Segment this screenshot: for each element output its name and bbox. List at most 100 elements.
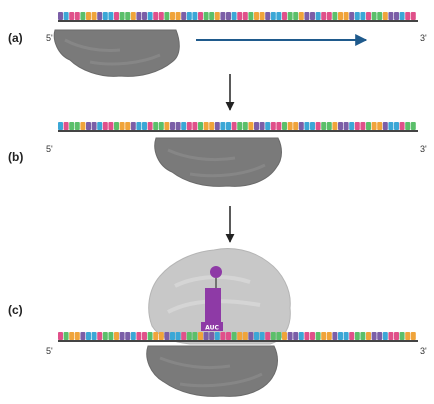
nucleotide <box>231 332 237 340</box>
five-prime-label-b: 5' <box>46 144 53 154</box>
nucleotide <box>349 12 355 20</box>
nucleotide <box>192 332 198 340</box>
trna-body <box>205 288 221 322</box>
nucleotide <box>74 12 80 20</box>
five-prime-label-a: 5' <box>46 33 53 43</box>
nucleotide <box>226 122 231 130</box>
nucleotide <box>114 12 119 20</box>
nucleotide <box>63 122 69 130</box>
nucleotide <box>153 12 159 20</box>
nucleotide <box>153 122 159 130</box>
nucleotide <box>158 12 164 20</box>
nucleotide <box>377 332 383 340</box>
nucleotide <box>332 332 338 340</box>
nucleotide <box>175 332 181 340</box>
three-prime-label-c: 3' <box>420 346 427 356</box>
mrna-strand-c <box>58 332 418 342</box>
nucleotide <box>130 122 136 130</box>
methionine-amino-acid-icon <box>210 266 222 278</box>
nucleotide <box>265 122 271 130</box>
nucleotide <box>237 332 243 340</box>
nucleotide <box>142 332 147 340</box>
nucleotide <box>326 122 332 130</box>
nucleotide <box>170 332 175 340</box>
nucleotide <box>388 122 394 130</box>
nucleotide <box>293 332 299 340</box>
nucleotide <box>382 332 388 340</box>
nucleotide <box>181 332 187 340</box>
nucleotide <box>321 332 327 340</box>
nucleotide <box>125 122 131 130</box>
nucleotide <box>304 12 310 20</box>
nucleotide <box>366 332 371 340</box>
nucleotide <box>186 122 192 130</box>
nucleotide <box>175 12 181 20</box>
nucleotide <box>276 122 282 130</box>
nucleotide <box>371 332 377 340</box>
nucleotide <box>371 12 377 20</box>
nucleotide <box>86 332 91 340</box>
nucleotide <box>130 12 136 20</box>
ribosome-texture-a <box>64 38 161 66</box>
nucleotide <box>254 12 259 20</box>
nucleotide <box>214 12 220 20</box>
nucleotide <box>226 332 231 340</box>
nucleotide <box>343 332 349 340</box>
nucleotide <box>377 12 383 20</box>
nucleotide <box>86 12 91 20</box>
three-prime-label-a: 3' <box>420 33 427 43</box>
nucleotide <box>315 332 321 340</box>
nucleotide <box>265 12 271 20</box>
nucleotide <box>181 12 187 20</box>
nucleotide <box>242 332 248 340</box>
nucleotide <box>310 12 315 20</box>
nucleotide <box>102 12 108 20</box>
nucleotide <box>293 122 299 130</box>
nucleotide <box>394 122 399 130</box>
nucleotide <box>304 122 310 130</box>
nucleotide <box>175 122 181 130</box>
nucleotide <box>142 12 147 20</box>
nucleotide <box>242 12 248 20</box>
nucleotide <box>220 332 226 340</box>
trna-anticodon-label: AUC <box>205 325 219 332</box>
nucleotide <box>394 12 399 20</box>
nucleotide <box>74 332 80 340</box>
nucleotide <box>276 12 282 20</box>
nucleotide <box>136 332 142 340</box>
nucleotide <box>282 332 287 340</box>
nucleotide <box>214 122 220 130</box>
panel-b: (b) 5' 3' <box>8 122 427 187</box>
nucleotide <box>360 332 366 340</box>
mrna-backbone <box>58 340 418 342</box>
nucleotide <box>58 332 63 340</box>
three-prime-label-b: 3' <box>420 144 427 154</box>
nucleotide <box>231 12 237 20</box>
nucleotide <box>366 122 371 130</box>
mrna-backbone <box>58 20 418 22</box>
nucleotide <box>153 332 159 340</box>
nucleotide <box>332 12 338 20</box>
nucleotide <box>399 12 405 20</box>
nucleotide <box>410 122 416 130</box>
nucleotide <box>270 332 276 340</box>
nucleotide <box>405 332 411 340</box>
nucleotide <box>377 122 383 130</box>
panel-label-c: (c) <box>8 303 23 317</box>
panel-label-a: (a) <box>8 31 23 45</box>
nucleotide <box>287 122 293 130</box>
nucleotide <box>80 122 86 130</box>
nucleotide <box>354 122 360 130</box>
nucleotide <box>287 332 293 340</box>
nucleotide <box>97 332 103 340</box>
nucleotide <box>248 12 254 20</box>
nucleotide <box>80 12 86 20</box>
nucleotide <box>147 122 153 130</box>
five-prime-label-c: 5' <box>46 346 53 356</box>
nucleotide <box>114 332 119 340</box>
ribosome-texture-c <box>159 356 263 388</box>
nucleotide <box>310 122 315 130</box>
nucleotide <box>97 12 103 20</box>
nucleotide <box>164 122 170 130</box>
nucleotide <box>410 12 416 20</box>
